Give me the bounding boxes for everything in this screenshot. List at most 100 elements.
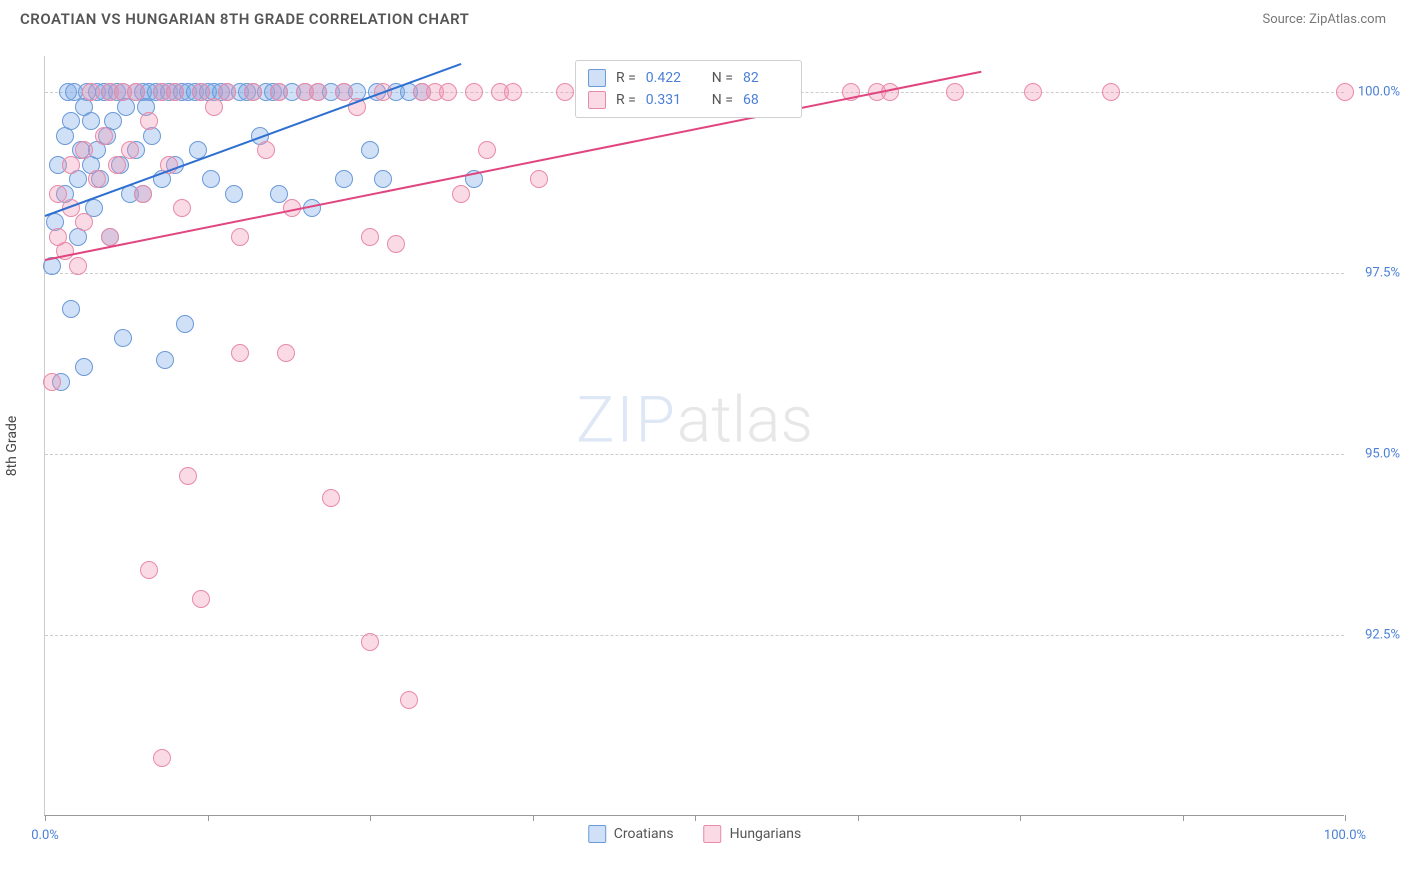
data-point (82, 83, 100, 101)
data-point (270, 185, 288, 203)
data-point (88, 170, 106, 188)
data-point (478, 141, 496, 159)
data-point (452, 185, 470, 203)
series-legend: Croatians Hungarians (588, 825, 802, 843)
data-point (202, 170, 220, 188)
y-tick-label: 97.5% (1350, 266, 1400, 281)
legend-swatch (704, 825, 722, 843)
legend-swatch (588, 69, 606, 87)
data-point (43, 373, 61, 391)
data-point (504, 83, 522, 101)
data-point (49, 185, 67, 203)
data-point (374, 170, 392, 188)
x-tick (370, 815, 371, 821)
data-point (1024, 83, 1042, 101)
n-label: N = (712, 92, 733, 108)
data-point (108, 156, 126, 174)
x-tick (533, 815, 534, 821)
data-point (400, 691, 418, 709)
data-point (244, 83, 262, 101)
data-point (140, 112, 158, 130)
data-point (277, 344, 295, 362)
x-tick (45, 815, 46, 821)
data-point (231, 228, 249, 246)
data-point (179, 467, 197, 485)
y-tick-label: 100.0% (1350, 85, 1400, 100)
x-tick (208, 815, 209, 821)
x-tick-label: 0.0% (31, 828, 59, 843)
data-point (1336, 83, 1354, 101)
data-point (225, 185, 243, 203)
source-prefix: Source: (1262, 12, 1309, 27)
data-point (69, 257, 87, 275)
stats-legend: R = 0.422N = 82R = 0.331 N = 68 (575, 60, 802, 118)
r-value: 0.331 (646, 92, 692, 108)
r-value: 0.422 (646, 70, 692, 86)
data-point (205, 98, 223, 116)
data-point (335, 170, 353, 188)
gridline (45, 454, 1344, 455)
gridline (45, 635, 1344, 636)
source-link[interactable]: ZipAtlas.com (1309, 12, 1386, 27)
data-point (121, 141, 139, 159)
data-point (156, 351, 174, 369)
legend-label: Hungarians (730, 826, 802, 842)
stats-legend-row: R = 0.422N = 82 (588, 67, 789, 89)
data-point (173, 199, 191, 217)
y-tick-label: 92.5% (1350, 628, 1400, 643)
data-point (62, 300, 80, 318)
data-point (75, 141, 93, 159)
x-tick (858, 815, 859, 821)
data-point (465, 83, 483, 101)
legend-item: Hungarians (704, 825, 802, 843)
y-axis-label: 8th Grade (4, 416, 20, 477)
data-point (270, 83, 288, 101)
data-point (95, 127, 113, 145)
chart-title: CROATIAN VS HUNGARIAN 8TH GRADE CORRELAT… (20, 10, 469, 28)
data-point (192, 83, 210, 101)
n-value: 82 (743, 70, 789, 86)
y-tick-label: 95.0% (1350, 447, 1400, 462)
data-point (361, 228, 379, 246)
gridline (45, 273, 1344, 274)
data-point (134, 185, 152, 203)
data-point (387, 235, 405, 253)
data-point (361, 633, 379, 651)
data-point (335, 83, 353, 101)
data-point (530, 170, 548, 188)
legend-swatch (588, 825, 606, 843)
chart-header: CROATIAN VS HUNGARIAN 8TH GRADE CORRELAT… (0, 0, 1406, 36)
watermark: ZIPatlas (576, 383, 813, 458)
source-label: Source: ZipAtlas.com (1262, 12, 1386, 27)
x-tick (1183, 815, 1184, 821)
data-point (75, 213, 93, 231)
data-point (101, 228, 119, 246)
data-point (82, 112, 100, 130)
data-point (176, 315, 194, 333)
watermark-zip: ZIP (576, 383, 677, 458)
data-point (361, 141, 379, 159)
data-point (309, 83, 327, 101)
n-value: 68 (743, 92, 789, 108)
r-label: R = (616, 70, 636, 86)
data-point (153, 749, 171, 767)
data-point (322, 489, 340, 507)
x-tick (1020, 815, 1021, 821)
data-point (257, 141, 275, 159)
plot-area: ZIPatlas 92.5%95.0%97.5%100.0%0.0%100.0%… (44, 56, 1344, 816)
data-point (439, 83, 457, 101)
data-point (140, 561, 158, 579)
legend-swatch (588, 91, 606, 109)
data-point (946, 83, 964, 101)
data-point (127, 83, 145, 101)
chart-container: 8th Grade ZIPatlas 92.5%95.0%97.5%100.0%… (0, 36, 1406, 856)
data-point (62, 112, 80, 130)
x-tick (1345, 815, 1346, 821)
watermark-atlas: atlas (677, 383, 813, 458)
data-point (166, 83, 184, 101)
legend-item: Croatians (588, 825, 674, 843)
x-tick (695, 815, 696, 821)
stats-legend-row: R = 0.331N = 68 (588, 89, 789, 111)
data-point (556, 83, 574, 101)
x-tick-label: 100.0% (1324, 828, 1366, 843)
